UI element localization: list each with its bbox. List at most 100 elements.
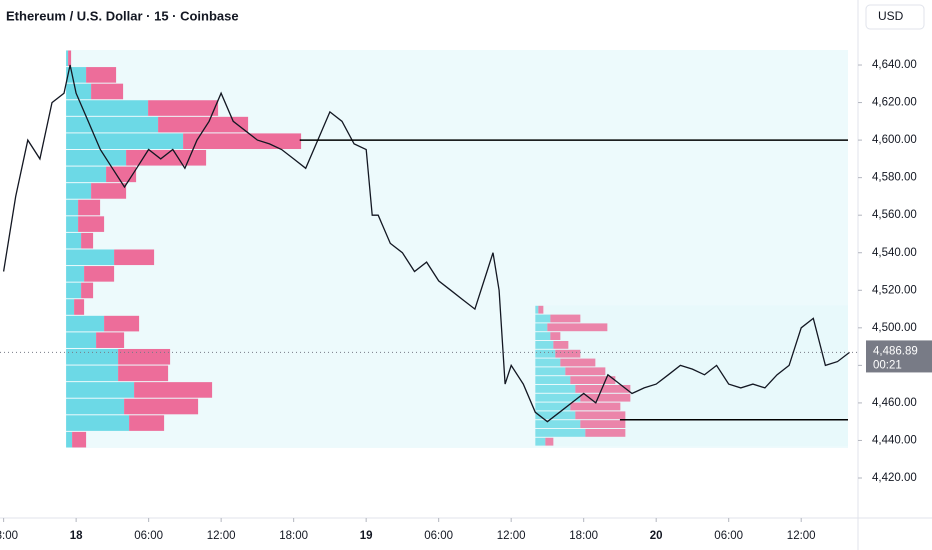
profile-up [535, 384, 576, 393]
y-tick-label: 4,620.00 [872, 97, 917, 109]
profile-up [66, 166, 107, 183]
profile-up [66, 299, 75, 315]
profile-down [575, 411, 626, 420]
x-tick-label: 20 [650, 530, 663, 542]
profile-up [535, 367, 566, 376]
x-tick-label: 06:00 [714, 530, 743, 542]
x-tick-label: 06:00 [134, 530, 163, 542]
profile-down [570, 402, 621, 411]
profile-up [66, 149, 127, 166]
profile-up [66, 382, 135, 398]
profile-down [538, 305, 544, 314]
price-line [2, 64, 850, 423]
profile-down [134, 382, 213, 398]
profile-down [81, 232, 94, 249]
profile-up [66, 216, 79, 232]
profile-down [91, 183, 127, 199]
profile-up [66, 332, 97, 348]
profile-down [580, 420, 626, 428]
profile-down [72, 431, 87, 448]
countdown: 00:21 [873, 359, 902, 371]
profile-down [118, 348, 171, 365]
currency-button[interactable] [865, 4, 925, 30]
y-tick-label: 4,500.00 [872, 322, 917, 334]
profile-up [66, 282, 82, 299]
last-price-box [866, 340, 932, 373]
profile-down [585, 428, 626, 437]
profile-down [126, 149, 207, 166]
x-tick-label: 18:00 [0, 530, 18, 542]
y-tick-label: 4,420.00 [872, 472, 917, 484]
profile-up [535, 393, 581, 402]
profile-up [66, 183, 92, 199]
profile-up [535, 376, 571, 384]
profile-up [535, 402, 571, 411]
x-tick-label: 18:00 [569, 530, 598, 542]
profile-down [86, 67, 117, 83]
profile-down [106, 166, 137, 183]
profile-down [555, 349, 581, 358]
profile-up [66, 50, 69, 67]
profile-down [547, 323, 608, 332]
y-tick-label: 4,560.00 [872, 209, 917, 221]
profile-down [81, 282, 94, 299]
profile-down [78, 199, 101, 216]
profile-down [118, 365, 169, 382]
profile-down [129, 415, 165, 431]
y-tick-label: 4,600.00 [872, 134, 917, 146]
profile-down [114, 249, 155, 266]
profile-up [535, 314, 551, 323]
profile-up [535, 340, 554, 349]
profile-up [66, 100, 149, 116]
profile-down [104, 315, 140, 332]
profile-down [68, 50, 72, 67]
profile-up [535, 323, 548, 332]
profile-up [66, 249, 115, 266]
x-tick-label: 12:00 [497, 530, 526, 542]
profile-up [535, 428, 586, 437]
y-tick-label: 4,440.00 [872, 434, 917, 446]
profile-down [84, 266, 115, 282]
profile-up [535, 332, 551, 340]
profile-down [565, 367, 606, 376]
currency[interactable]: USD [878, 9, 904, 23]
chart-title: Ethereum / U.S. Dollar · 15 · Coinbase [6, 8, 239, 23]
x-tick-label: 18:00 [279, 530, 308, 542]
x-tick-label: 06:00 [424, 530, 453, 542]
profile-down [575, 384, 631, 393]
profile-up [535, 420, 581, 428]
profile-down [124, 398, 199, 415]
profile-up [66, 83, 92, 100]
profile-up [535, 349, 556, 358]
y-tick-label: 4,640.00 [872, 59, 917, 71]
profile-up [66, 348, 119, 365]
profile-up [66, 398, 125, 415]
profile-down [78, 216, 105, 232]
profile-down [570, 376, 616, 384]
y-tick-label: 4,520.00 [872, 284, 917, 296]
y-tick-label: 4,460.00 [872, 397, 917, 409]
y-tick-label: 4,540.00 [872, 247, 917, 259]
x-tick-label: 18 [70, 530, 83, 542]
profile-up [535, 437, 546, 446]
profile-down [580, 393, 631, 402]
profile-up [535, 358, 561, 367]
profile-up [66, 232, 82, 249]
profile-up [66, 266, 85, 282]
profile-up [66, 116, 159, 133]
y-tick-label: 4,580.00 [872, 172, 917, 184]
profile-down [74, 299, 85, 315]
profile-up [535, 305, 539, 314]
profile-up [66, 431, 73, 448]
profile-up [66, 365, 119, 382]
profile-down [148, 100, 219, 116]
profile-down [96, 332, 125, 348]
profile-down [91, 83, 124, 100]
profile-down [545, 437, 554, 446]
profile-down [158, 116, 249, 133]
profile-down [550, 314, 581, 323]
plot-area [2, 50, 850, 448]
x-tick-label: 12:00 [787, 530, 816, 542]
